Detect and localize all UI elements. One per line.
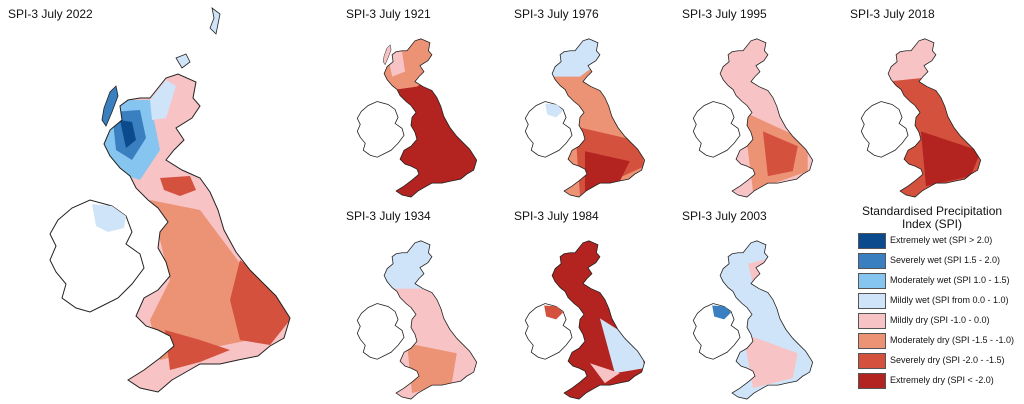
legend-swatch [858, 273, 886, 289]
legend-label: Severely wet (SPI 1.5 - 2.0) [890, 255, 1001, 265]
legend-label: Moderately wet (SPI 1.0 - 1.5) [890, 275, 1010, 285]
small-map-panel-2003: SPI-3 July 2003 [676, 202, 836, 402]
small-map-panel-2018: SPI-3 July 2018 [844, 0, 1004, 200]
small-map-title: SPI-3 July 2018 [850, 7, 935, 21]
uk-map-1995 [692, 38, 814, 198]
legend-title-line-1: Standardised Precipitation [861, 204, 1003, 218]
legend-swatch [858, 293, 886, 309]
legend-item: Mildly dry (SPI -1.0 - 0.0) [858, 313, 1024, 329]
legend-item: Extremely dry (SPI < -2.0) [858, 373, 1024, 389]
legend-swatch [858, 373, 886, 389]
legend-item: Extremely wet (SPI > 2.0) [858, 233, 1024, 249]
small-map-title: SPI-3 July 1984 [514, 209, 599, 223]
legend-item: Mildly wet (SPI from 0.0 - 1.0) [858, 293, 1024, 309]
legend-item: Moderately dry (SPI -1.5 - -1.0) [858, 333, 1024, 349]
legend-label: Moderately dry (SPI -1.5 - -1.0) [890, 335, 1015, 345]
small-map-panel-1934: SPI-3 July 1934 [340, 202, 500, 402]
legend-label: Extremely dry (SPI < -2.0) [890, 375, 994, 385]
small-map-panel-1984: SPI-3 July 1984 [508, 202, 668, 402]
legend-label: Extremely wet (SPI > 2.0) [890, 235, 993, 245]
legend-swatch [858, 253, 886, 269]
small-map-panel-1995: SPI-3 July 1995 [676, 0, 836, 200]
main-map-title: SPI-3 July 2022 [8, 7, 93, 21]
orkney [175, 53, 191, 69]
legend-swatch [858, 353, 886, 369]
uk-map-1921 [356, 38, 478, 198]
uk-map-1976 [524, 38, 646, 198]
legend-swatch [858, 233, 886, 249]
small-map-title: SPI-3 July 1934 [346, 209, 431, 223]
uk-map-2018 [860, 38, 982, 198]
legend-label: Severely dry (SPI -2.0 - -1.5) [890, 355, 1005, 365]
small-map-title: SPI-3 July 1921 [346, 7, 431, 21]
spi-legend: Standardised Precipitation Index (SPI) E… [848, 205, 1024, 389]
small-map-title: SPI-3 July 1976 [514, 7, 599, 21]
northern-ireland-wet-patch [92, 204, 126, 232]
outer-hebrides [101, 85, 119, 127]
uk-map-2003 [692, 240, 814, 400]
small-map-panel-1976: SPI-3 July 1976 [508, 0, 668, 200]
legend-label: Mildly dry (SPI -1.0 - 0.0) [890, 315, 990, 325]
shetland [209, 7, 221, 35]
legend-swatch [858, 333, 886, 349]
legend-item: Severely dry (SPI -2.0 - -1.5) [858, 353, 1024, 369]
uk-map-1934 [356, 240, 478, 400]
legend-item: Severely wet (SPI 1.5 - 2.0) [858, 253, 1024, 269]
main-map-panel: SPI-3 July 2022 [0, 0, 320, 402]
main-uk-map [49, 7, 291, 393]
legend-swatch [858, 313, 886, 329]
legend-label: Mildly wet (SPI from 0.0 - 1.0) [890, 295, 1009, 305]
legend-title-line-2: Index (SPI) [901, 217, 963, 231]
small-map-title: SPI-3 July 2003 [682, 209, 767, 223]
small-map-panel-1921: SPI-3 July 1921 [340, 0, 500, 200]
legend-title: Standardised Precipitation Index (SPI) [842, 205, 1022, 231]
small-map-title: SPI-3 July 1995 [682, 7, 767, 21]
legend-item: Moderately wet (SPI 1.0 - 1.5) [858, 273, 1024, 289]
uk-map-1984 [524, 240, 646, 400]
